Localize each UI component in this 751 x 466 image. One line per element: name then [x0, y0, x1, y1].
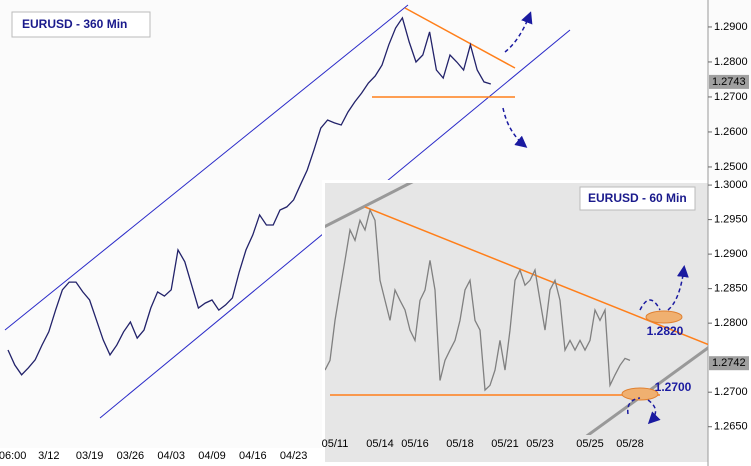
arrow [504, 11, 533, 53]
y-tick-label: 1.2900 [714, 21, 748, 33]
x-tick-label: 05/21 [491, 438, 519, 450]
price-line [7, 16, 491, 376]
annotation: 1.2700 [655, 380, 692, 394]
y-tick-label: 1.2850 [714, 283, 748, 295]
y-tick-label: 1.2600 [714, 126, 748, 138]
title-box [11, 11, 151, 38]
price-line [325, 207, 631, 392]
highlight [645, 310, 683, 324]
title-box [579, 186, 696, 211]
y-tick-label: 1.2650 [714, 421, 748, 433]
triangle-line [364, 206, 708, 346]
triangle-line [404, 7, 516, 69]
x-tick-label: 03/19 [76, 450, 104, 462]
current-price-label: 1.2742 [712, 357, 746, 369]
x-tick-label: 3/12 [38, 450, 59, 462]
y-tick-label: 1.2800 [714, 317, 748, 329]
x-tick-label: 05/16 [401, 438, 429, 450]
x-tick-label: 7 06:00 [0, 450, 26, 462]
arrow [639, 268, 684, 311]
y-tick-label: 1.2500 [714, 161, 748, 173]
x-tick-label: 05/11 [322, 438, 349, 450]
channel-line [585, 346, 708, 435]
x-tick-label: 05/28 [616, 438, 644, 450]
annotation: 1.2820 [647, 324, 684, 338]
x-tick-label: 05/14 [366, 438, 394, 450]
plot-area [325, 207, 631, 392]
x-tick-label: 04/16 [239, 450, 267, 462]
inset-background [325, 183, 708, 462]
y-tick-label: 1.2700 [714, 91, 748, 103]
x-tick-label: 04/23 [280, 450, 308, 462]
current-price-box [709, 74, 749, 89]
x-tick-label: 04/03 [157, 450, 185, 462]
plot-area [7, 16, 491, 376]
highlight [621, 387, 659, 401]
channel-line [4, 4, 409, 331]
x-tick-label: 04/09 [198, 450, 226, 462]
chart-title: EURUSD - 60 Min [588, 191, 687, 205]
trend-lines [325, 183, 708, 435]
x-tick-label: 03/26 [117, 450, 145, 462]
y-tick-label: 1.2950 [714, 213, 748, 225]
x-tick-label: 05/18 [446, 438, 474, 450]
arrow [627, 397, 656, 422]
x-tick-label: 05/25 [576, 438, 604, 450]
current-price-label: 1.2743 [712, 76, 746, 88]
y-tick-label: 1.2700 [714, 386, 748, 398]
chart-title: EURUSD - 360 Min [22, 17, 127, 31]
x-tick-label: 05/23 [526, 438, 554, 450]
arrow [502, 107, 528, 148]
y-tick-label: 1.2800 [714, 56, 748, 68]
current-price-box [709, 356, 749, 371]
channel-line [325, 183, 414, 229]
y-tick-label: 1.3000 [714, 179, 748, 191]
y-tick-label: 1.2900 [714, 248, 748, 260]
inset-chart: 1.2820 1.2700 EURUSD - 60 Min 1.2650 1.27… [322, 179, 751, 466]
